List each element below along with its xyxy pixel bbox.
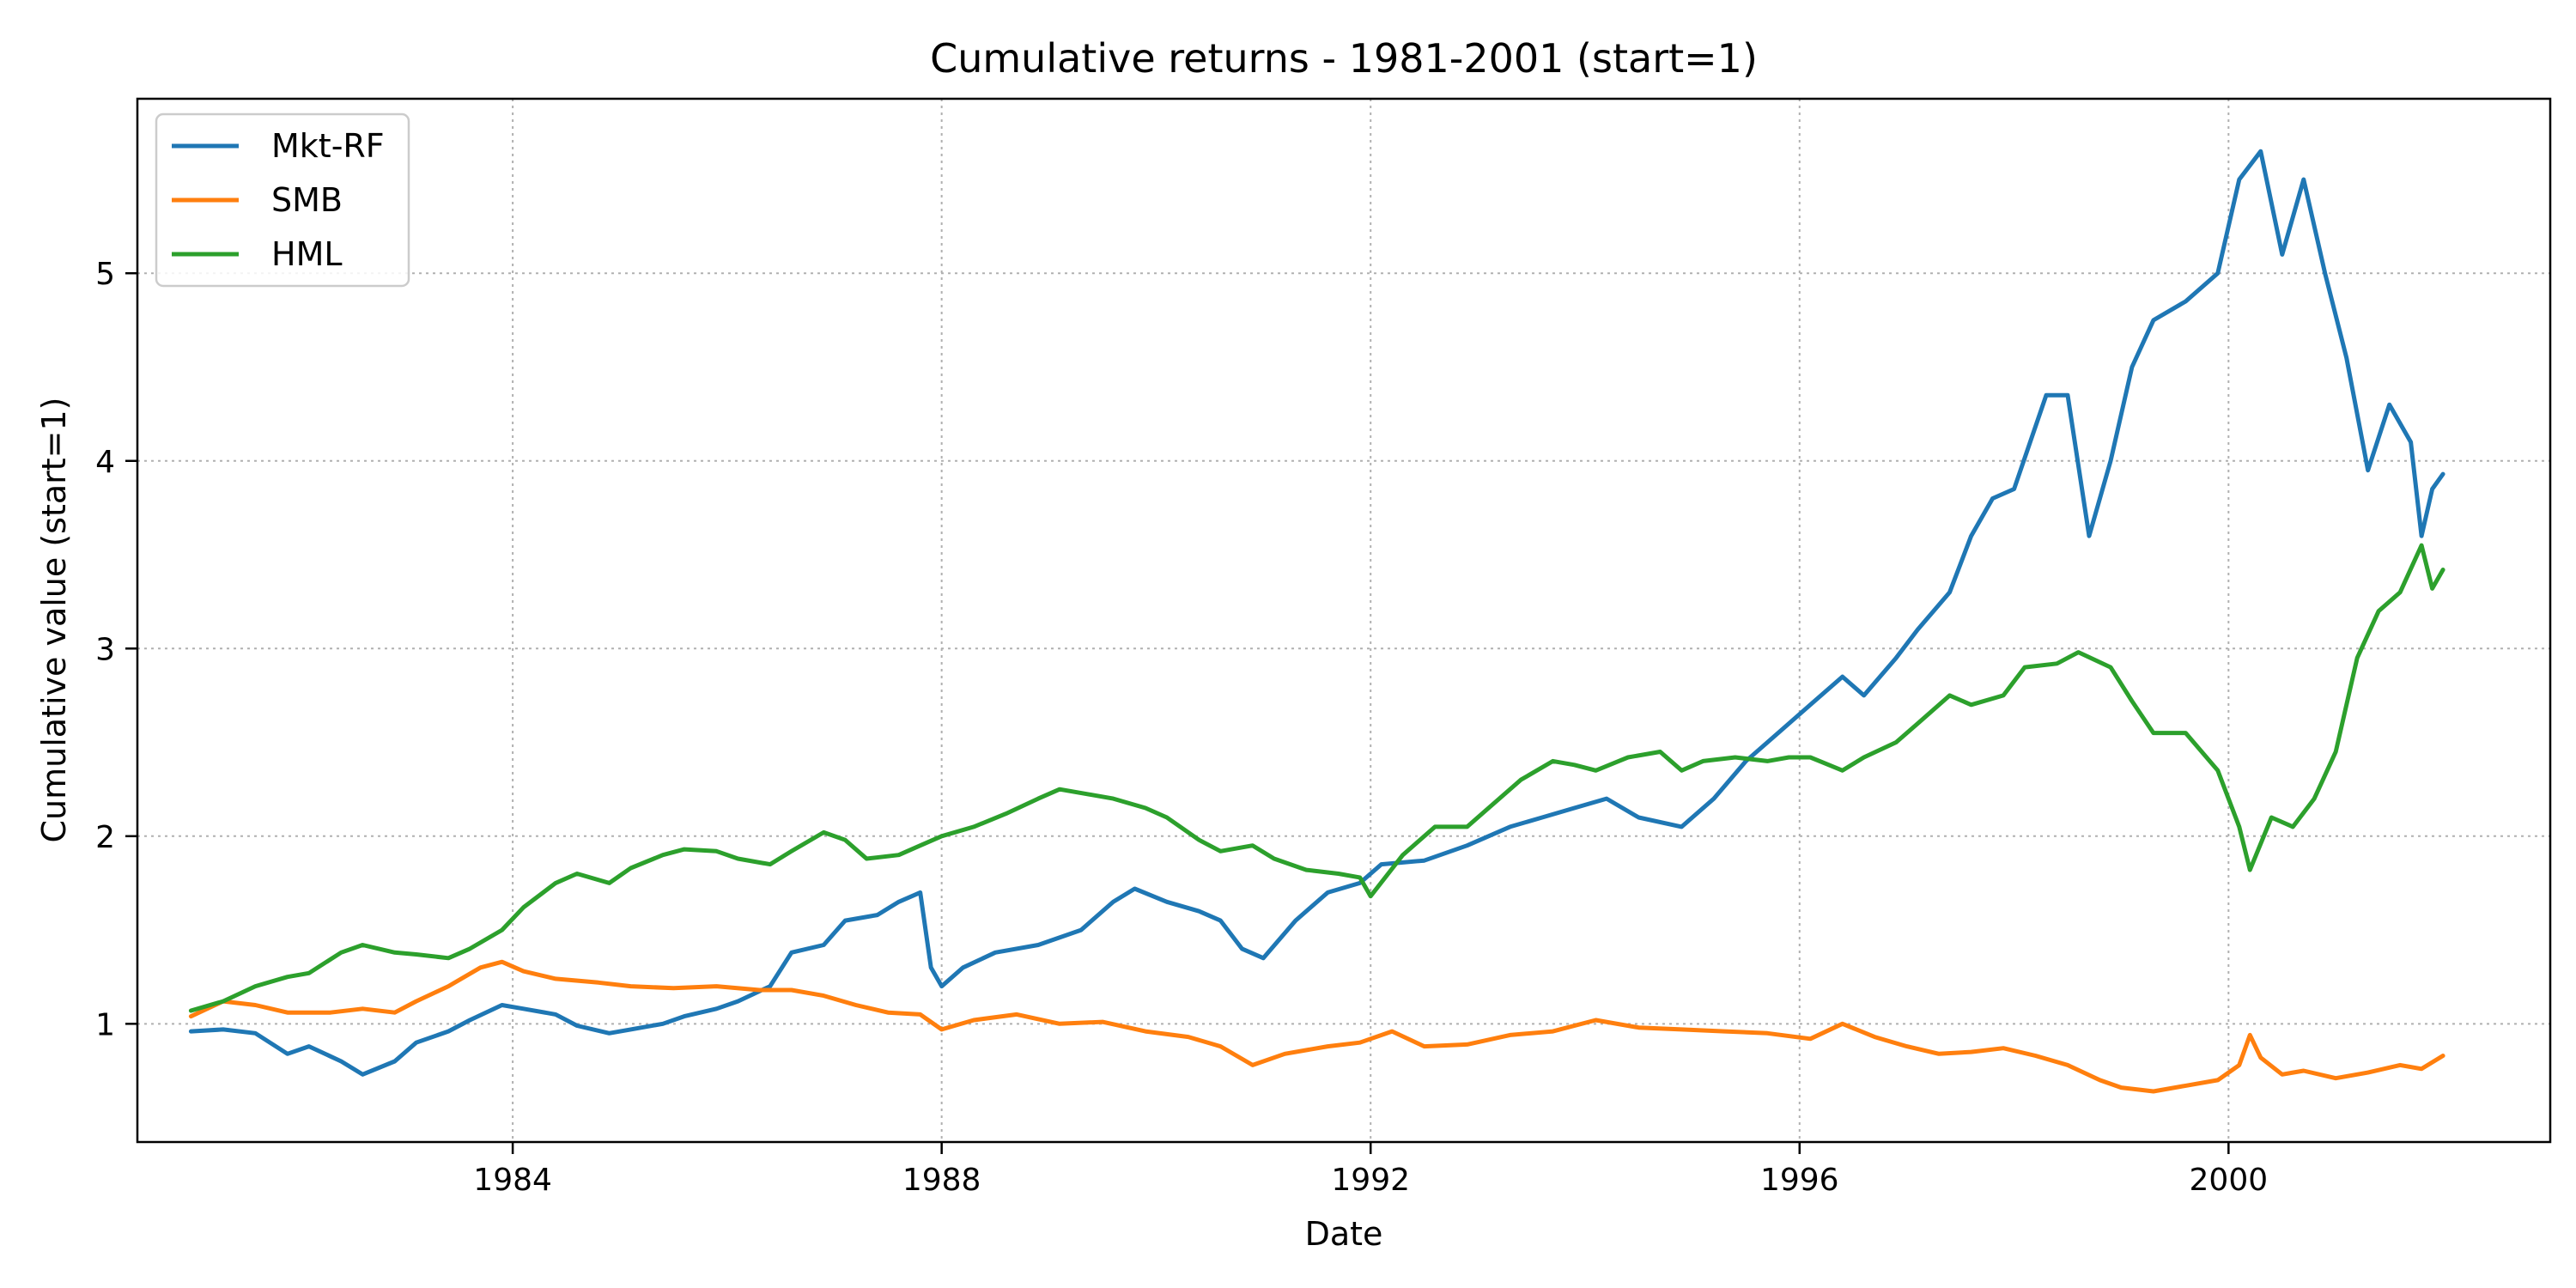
legend: Mkt-RF SMB HML [155,112,410,288]
legend-label-smb: SMB [271,181,343,219]
y-axis-label: Cumulative value (start=1) [35,397,73,842]
legend-label-mkt-rf: Mkt-RF [271,127,385,165]
x-axis-label: Date [1305,1215,1383,1253]
x-tick-label: 1992 [1331,1163,1410,1198]
y-tick-label: 1 [95,1007,115,1042]
x-axis: 1984 1988 1992 1996 2000 [473,1142,2268,1198]
series-line-mkt-rf [188,149,2445,1077]
series-line-smb [188,959,2445,1094]
legend-box [155,112,410,288]
x-tick-label: 1984 [473,1163,552,1198]
y-tick-label: 4 [95,445,115,480]
x-tick-label: 1996 [1760,1163,1839,1198]
x-tick-label: 1988 [902,1163,981,1198]
plot-area [188,149,2445,1094]
grid [137,99,2550,1142]
series-line-hml [188,543,2445,1013]
legend-label-hml: HML [271,235,343,273]
plot-frame [136,97,2552,1144]
y-axis: 1 2 3 4 5 [95,257,137,1042]
y-tick-label: 3 [95,632,115,667]
y-tick-label: 5 [95,257,115,292]
chart-title: Cumulative returns - 1981-2001 (start=1) [930,35,1758,82]
x-tick-label: 2000 [2190,1163,2269,1198]
y-tick-label: 2 [95,820,115,855]
